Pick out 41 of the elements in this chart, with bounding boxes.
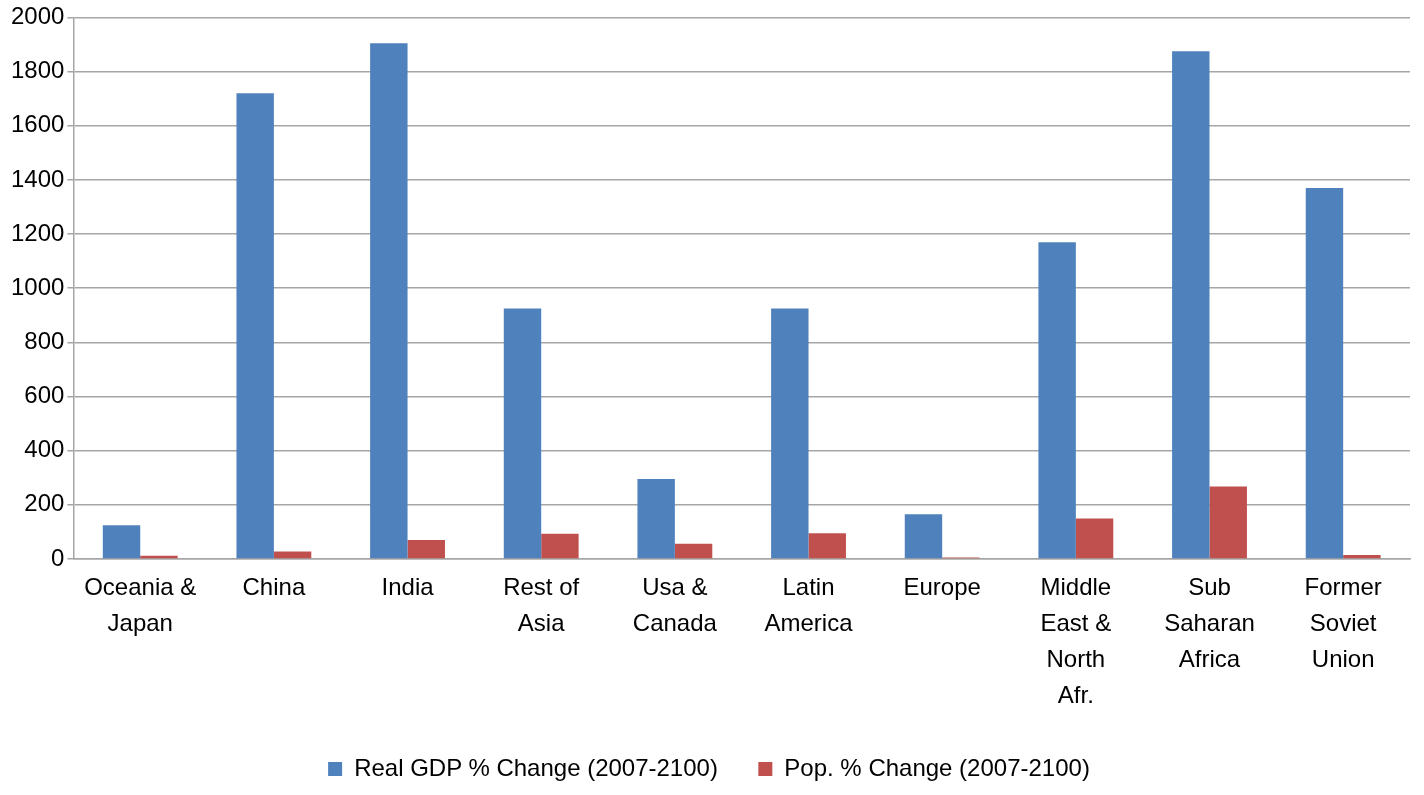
y-tick-label: 200 xyxy=(24,489,65,517)
bar xyxy=(1209,486,1247,559)
bar xyxy=(541,533,579,559)
y-tick-label: 800 xyxy=(24,326,65,354)
y-tick-label: 1800 xyxy=(11,56,65,84)
x-tick-label: Middle East & North Afr. xyxy=(1040,572,1112,708)
bar xyxy=(674,543,713,559)
bar xyxy=(503,308,542,559)
x-tick-label: India xyxy=(381,572,435,600)
bar xyxy=(370,43,408,559)
bar xyxy=(637,479,675,559)
y-tick-label: 600 xyxy=(24,381,65,409)
bar xyxy=(273,551,312,559)
bar xyxy=(236,93,274,559)
y-tick-label: 1600 xyxy=(11,110,65,138)
bar xyxy=(771,308,809,559)
x-tick-label: China xyxy=(242,572,306,600)
bar xyxy=(1172,51,1210,559)
bar xyxy=(1305,188,1344,559)
bar xyxy=(1343,554,1381,559)
legend-label: Pop. % Change (2007-2100) xyxy=(784,753,1090,781)
bar xyxy=(102,525,141,559)
y-tick-label: 1000 xyxy=(11,272,65,300)
bar xyxy=(808,533,846,559)
bar xyxy=(904,514,943,559)
bar xyxy=(1075,518,1114,559)
y-tick-label: 2000 xyxy=(11,2,65,30)
legend-label: Real GDP % Change (2007-2100) xyxy=(354,753,718,781)
x-tick-label: Usa & Canada xyxy=(632,572,718,636)
y-tick-label: 1200 xyxy=(11,218,65,246)
x-tick-label: Rest of Asia xyxy=(503,572,580,636)
bar xyxy=(1038,242,1076,559)
x-tick-label: Latin America xyxy=(764,572,854,636)
bar xyxy=(407,540,445,559)
x-tick-label: Sub Saharan Africa xyxy=(1164,572,1255,672)
x-tick-label: Former Soviet Union xyxy=(1304,572,1382,672)
y-tick-label: 400 xyxy=(24,435,65,463)
x-tick-label: Oceania & Japan xyxy=(84,572,197,636)
y-tick-label: 0 xyxy=(51,543,65,571)
y-tick-label: 1400 xyxy=(11,164,65,192)
x-tick-label: Europe xyxy=(903,572,981,600)
